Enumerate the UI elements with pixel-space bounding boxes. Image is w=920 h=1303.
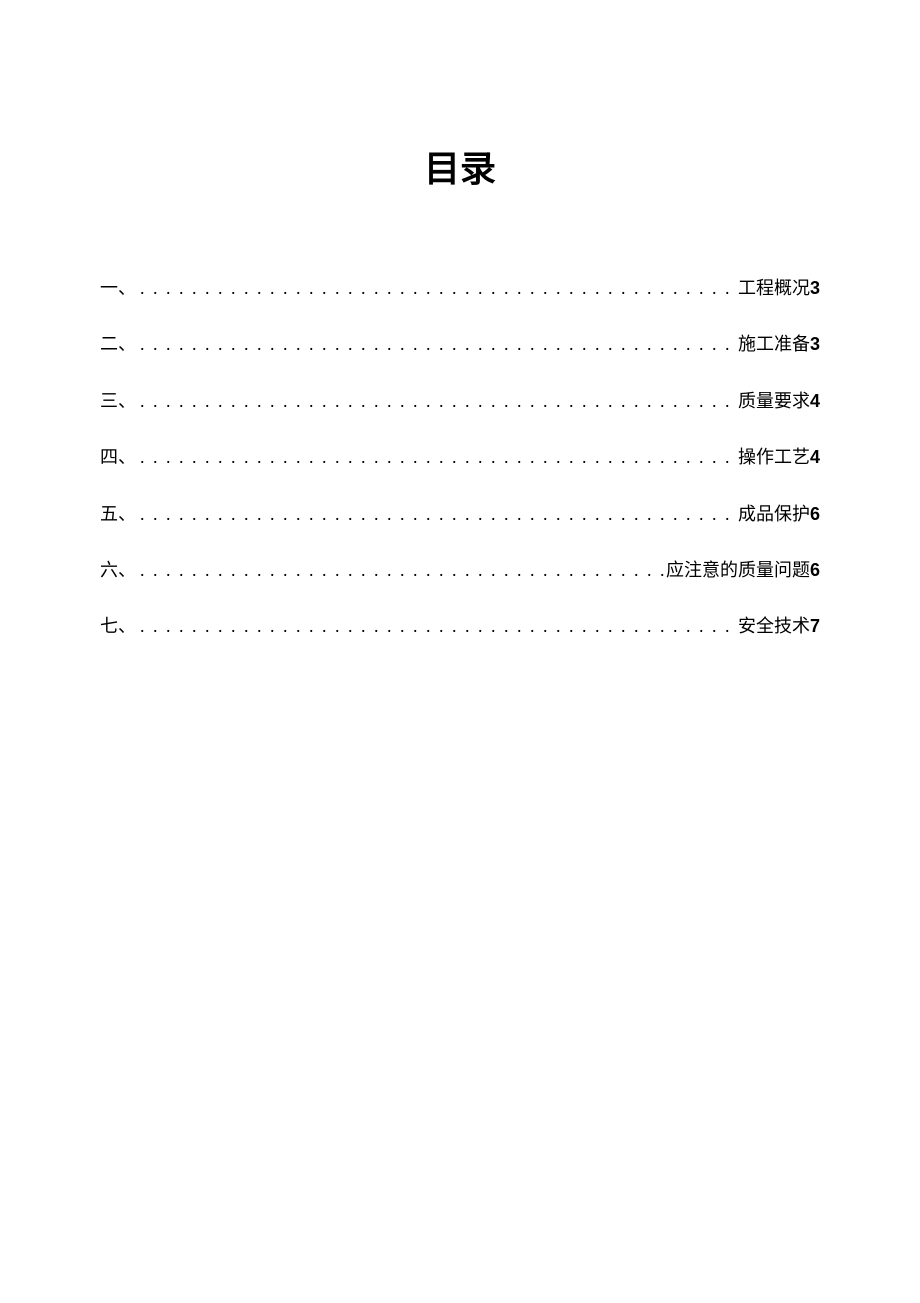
toc-entry-label: 操作工艺: [738, 441, 810, 473]
toc-dot-leader: . . . . . . . . . . . . . . . . . . . . …: [136, 385, 738, 417]
toc-entry-label: 施工准备: [738, 328, 810, 360]
toc-entry-page: 6: [810, 554, 820, 586]
toc-entry-label: 质量要求: [738, 385, 810, 417]
toc-entry-label: 应注意的质量问题: [666, 554, 810, 586]
toc-entry-number: 五、: [100, 498, 136, 530]
toc-entry-number: 二、: [100, 328, 136, 360]
toc-entry-page: 7: [810, 610, 820, 642]
toc-entry: 一、 . . . . . . . . . . . . . . . . . . .…: [100, 272, 820, 304]
toc-entry-page: 6: [810, 498, 820, 530]
toc-entry: 五、 . . . . . . . . . . . . . . . . . . .…: [100, 498, 820, 530]
toc-dot-leader: . . . . . . . . . . . . . . . . . . . . …: [136, 272, 738, 304]
toc-entry-page: 4: [810, 441, 820, 473]
toc-dot-leader: . . . . . . . . . . . . . . . . . . . . …: [136, 328, 738, 360]
toc-entry-label: 工程概况: [738, 272, 810, 304]
toc-entry-page: 3: [810, 328, 820, 360]
toc-entry-page: 4: [810, 385, 820, 417]
toc-entry-page: 3: [810, 272, 820, 304]
toc-entry-number: 一、: [100, 272, 136, 304]
toc-entry-label: 成品保护: [738, 498, 810, 530]
toc-dot-leader: . . . . . . . . . . . . . . . . . . . . …: [136, 610, 738, 642]
toc-entry-number: 三、: [100, 385, 136, 417]
toc-entry-number: 四、: [100, 441, 136, 473]
toc-entry: 六、 . . . . . . . . . . . . . . . . . . .…: [100, 554, 820, 586]
toc-entry: 三、 . . . . . . . . . . . . . . . . . . .…: [100, 385, 820, 417]
toc-dot-leader: . . . . . . . . . . . . . . . . . . . . …: [136, 554, 666, 586]
page-title: 目录: [100, 140, 820, 192]
toc-entry: 七、 . . . . . . . . . . . . . . . . . . .…: [100, 610, 820, 642]
toc-entry-number: 七、: [100, 610, 136, 642]
toc-dot-leader: . . . . . . . . . . . . . . . . . . . . …: [136, 498, 738, 530]
table-of-contents: 一、 . . . . . . . . . . . . . . . . . . .…: [100, 272, 820, 643]
toc-entry-number: 六、: [100, 554, 136, 586]
toc-dot-leader: . . . . . . . . . . . . . . . . . . . . …: [136, 441, 738, 473]
toc-entry: 二、 . . . . . . . . . . . . . . . . . . .…: [100, 328, 820, 360]
toc-entry-label: 安全技术: [738, 610, 810, 642]
toc-entry: 四、 . . . . . . . . . . . . . . . . . . .…: [100, 441, 820, 473]
